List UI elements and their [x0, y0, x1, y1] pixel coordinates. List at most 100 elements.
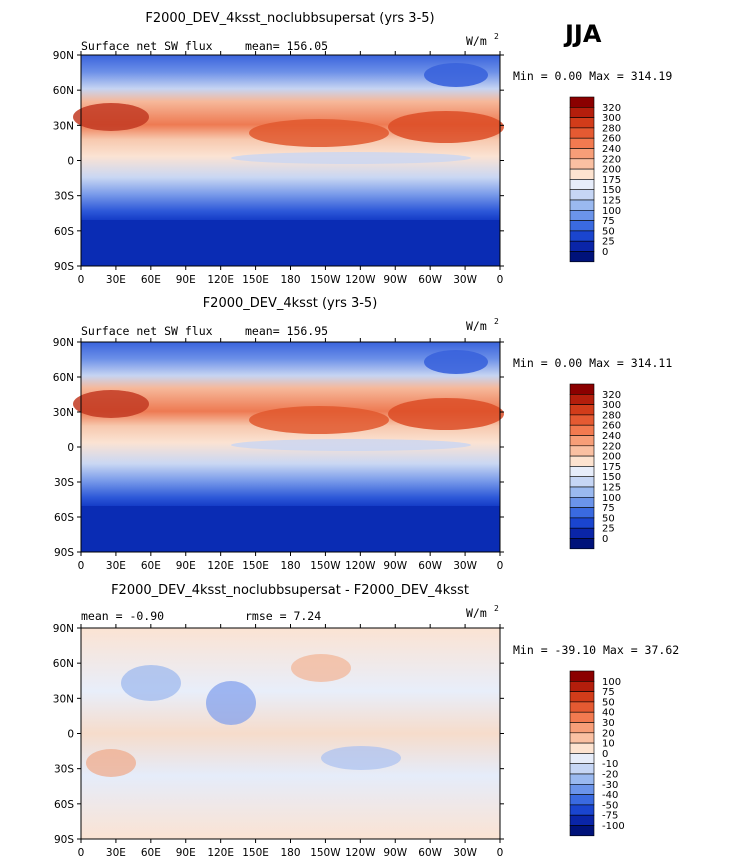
panel-2-mean: mean= 156.95 [245, 324, 328, 338]
lon-tick-label: 30E [106, 847, 126, 859]
colorbar-swatch [569, 794, 595, 806]
colorbar-swatch [569, 538, 595, 550]
colorbar-label: 75 [602, 216, 615, 227]
colorbar-swatch [569, 691, 595, 703]
colorbar-label: 25 [602, 237, 615, 248]
lon-tick-label: 180 [280, 847, 300, 859]
lon-tick-label: 0 [78, 274, 85, 286]
colorbar-label: -20 [602, 770, 618, 781]
colorbar-label: 50 [602, 513, 615, 524]
lon-tick-label: 150E [242, 560, 269, 572]
colorbar-label: 175 [602, 175, 621, 186]
colorbar-swatch [569, 189, 595, 201]
colorbar-swatch [569, 424, 595, 436]
panel-1-field-label: Surface net SW flux [81, 39, 213, 53]
panel-3-pos-n-pacific [291, 654, 351, 682]
colorbar-swatch [569, 670, 595, 682]
panel-1-map [73, 55, 504, 266]
lon-tick-label: 120W [345, 560, 376, 572]
colorbar-label: 150 [602, 185, 621, 196]
panel-2-cool-itcz [231, 439, 471, 451]
colorbar-swatch [569, 117, 595, 129]
panel-2-map [73, 342, 504, 552]
colorbar-swatch [569, 158, 595, 170]
lon-tick-label: 0 [78, 560, 85, 572]
lon-tick-label: 120E [207, 560, 234, 572]
colorbar-label: -30 [602, 780, 618, 791]
colorbar-label: 280 [602, 123, 621, 134]
panel-3-title: F2000_DEV_4ksst_noclubbsupersat - F2000_… [111, 583, 469, 598]
colorbar-swatch [569, 414, 595, 426]
colorbar-swatch [569, 199, 595, 211]
colorbar-label: -75 [602, 811, 618, 822]
colorbar-label: 220 [602, 441, 621, 452]
colorbar-swatch [569, 383, 595, 395]
lat-tick-label: 60N [53, 372, 74, 384]
colorbar-label: 125 [602, 196, 621, 207]
panel-3-pos-s-africa [86, 749, 136, 777]
panel-1-minmax: Min = 0.00 Max = 314.19 [513, 69, 672, 83]
lat-tick-label: 60S [54, 799, 74, 811]
panel-3-rmse: rmse = 7.24 [245, 609, 321, 623]
lon-tick-label: 180 [280, 560, 300, 572]
colorbar-swatch [569, 251, 595, 263]
panel-2-title: F2000_DEV_4ksst (yrs 3-5) [203, 296, 378, 311]
lat-tick-label: 30N [53, 407, 74, 419]
lon-tick-label: 90W [383, 847, 407, 859]
lon-tick-label: 0 [497, 560, 504, 572]
colorbar-label: -40 [602, 790, 618, 801]
colorbar-swatch [569, 230, 595, 242]
colorbar-swatch [569, 527, 595, 539]
panel-1-cool-itcz [231, 152, 471, 164]
colorbar-label: 240 [602, 144, 621, 155]
colorbar-label: 10 [602, 739, 615, 750]
lon-tick-label: 60E [141, 274, 161, 286]
lon-tick-label: 30W [453, 560, 477, 572]
colorbar-swatch [569, 763, 595, 775]
panel-2-axes: 90N 60N 30N 0 30S 60S 90S 0 30E 60E 90E 120E 150E 180… [53, 337, 504, 572]
lon-tick-label: 30E [106, 560, 126, 572]
colorbar-swatch [569, 168, 595, 180]
colorbar-label: 260 [602, 421, 621, 432]
lon-tick-label: 150E [242, 847, 269, 859]
colorbar-label: 30 [602, 718, 615, 729]
colorbar-swatch [569, 742, 595, 754]
colorbar-swatch [569, 240, 595, 252]
panel-3-map [81, 628, 500, 839]
colorbar-label: 150 [602, 472, 621, 483]
panel-3-neg-w-pacific [206, 681, 256, 725]
lon-tick-label: 90W [383, 560, 407, 572]
panel-3-minmax: Min = -39.10 Max = 37.62 [513, 643, 679, 657]
colorbar-swatch [569, 732, 595, 744]
colorbar-label: 125 [602, 483, 621, 494]
colorbar-swatch [569, 107, 595, 118]
colorbar-swatch [569, 220, 595, 232]
colorbar-swatch [569, 753, 595, 765]
colorbar-swatch [569, 825, 595, 837]
colorbar-label: 300 [602, 113, 621, 124]
lon-tick-label: 30W [453, 847, 477, 859]
panel-1-mean: mean= 156.05 [245, 39, 328, 53]
colorbar-label: 220 [602, 154, 621, 165]
colorbar-label: 100 [602, 206, 621, 217]
lon-tick-label: 0 [497, 847, 504, 859]
lon-tick-label: 120W [345, 847, 376, 859]
colorbar-swatch [569, 394, 595, 405]
panel-2-hot-n-atlantic [388, 398, 504, 430]
colorbar-swatch [569, 814, 595, 826]
lat-tick-label: 60N [53, 85, 74, 97]
lat-tick-label: 90S [54, 834, 74, 846]
colorbar-label: 100 [602, 677, 621, 688]
colorbar-label: -50 [602, 800, 618, 811]
colorbar-label: 75 [602, 503, 615, 514]
colorbar-label: 300 [602, 400, 621, 411]
lat-tick-label: 90S [54, 261, 74, 273]
colorbar-swatch [569, 722, 595, 734]
lon-tick-label: 150W [310, 560, 341, 572]
colorbar-swatch [569, 466, 595, 478]
colorbar-swatch [569, 210, 595, 221]
panel-2: F2000_DEV_4ksst (yrs 3-5) Surface net SW… [73, 296, 672, 552]
lon-tick-label: 30E [106, 274, 126, 286]
